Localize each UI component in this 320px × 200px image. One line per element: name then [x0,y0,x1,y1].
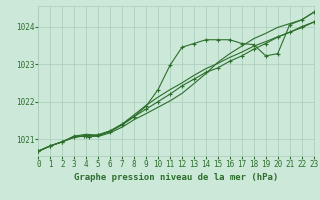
X-axis label: Graphe pression niveau de la mer (hPa): Graphe pression niveau de la mer (hPa) [74,173,278,182]
